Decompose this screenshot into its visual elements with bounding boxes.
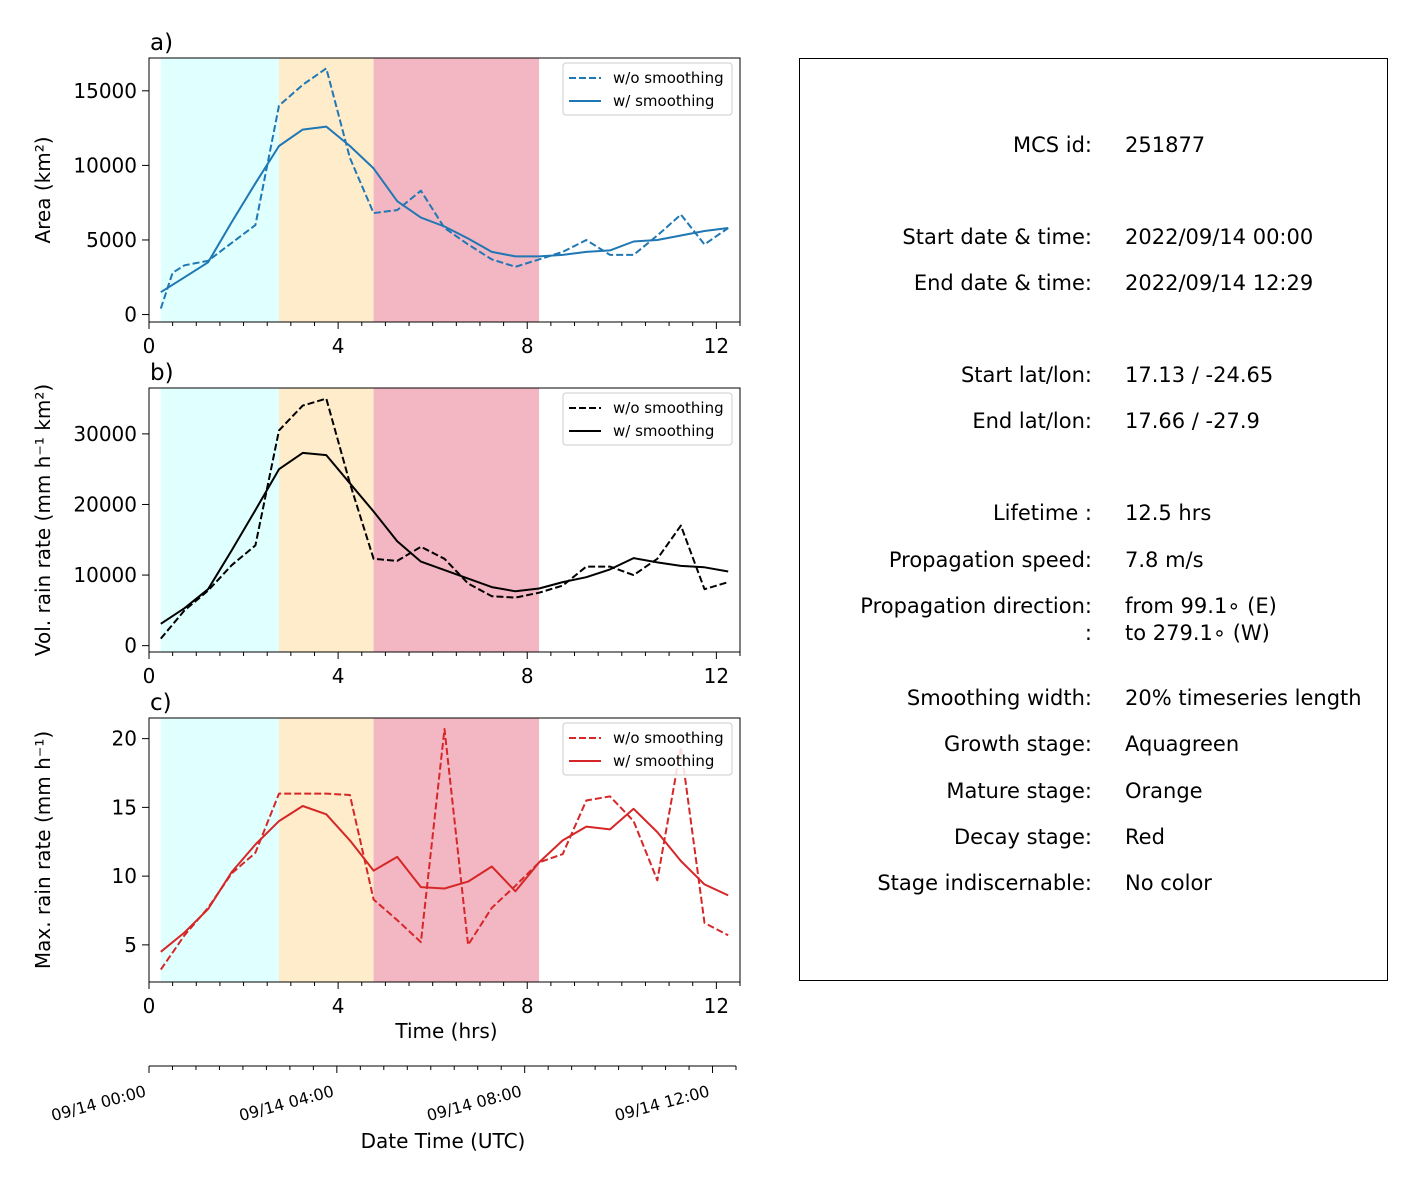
x-tick-label: 4: [332, 664, 345, 688]
x-tick-label: 12: [704, 994, 729, 1018]
y-tick-label: 0: [124, 303, 137, 327]
info-value: No color: [1125, 870, 1212, 896]
info-value: 7.8 m/s: [1125, 547, 1204, 573]
y-tick-label: 20000: [73, 492, 137, 516]
info-label: Smoothing width:: [907, 685, 1092, 711]
legend-entry: w/ smoothing: [613, 92, 714, 110]
decay-stage-band: [374, 718, 539, 982]
info-label: Growth stage:: [944, 731, 1092, 757]
info-value: 20% timeseries length: [1125, 685, 1362, 711]
y-tick-label: 20: [112, 727, 137, 751]
info-label: Mature stage:: [946, 778, 1092, 804]
legend-entry: w/ smoothing: [613, 752, 714, 770]
info-label: Decay stage:: [954, 824, 1092, 850]
x-tick-label: 8: [521, 664, 534, 688]
y-tick-label: 10000: [73, 563, 137, 587]
mature-stage-band: [279, 388, 374, 652]
y-tick-label: 5000: [86, 228, 137, 252]
panel-label: a): [150, 30, 173, 56]
datetime-tick-label: 09/14 00:00: [49, 1082, 148, 1126]
y-axis-label: Vol. rain rate (mm h⁻¹ km²): [31, 384, 55, 656]
datetime-tick-label: 09/14 12:00: [613, 1082, 712, 1126]
info-value: 2022/09/14 12:29: [1125, 270, 1313, 296]
x-tick-label: 12: [704, 334, 729, 358]
x-tick-label: 0: [143, 664, 156, 688]
y-axis-label: Area (km²): [31, 136, 55, 243]
info-value: 17.13 / -24.65: [1125, 362, 1273, 388]
info-value: 2022/09/14 00:00: [1125, 224, 1313, 250]
info-value: Orange: [1125, 778, 1203, 804]
x-tick-label: 8: [521, 994, 534, 1018]
info-label: :: [1085, 620, 1092, 646]
x-tick-label: 0: [143, 994, 156, 1018]
legend-entry: w/o smoothing: [613, 399, 724, 417]
datetime-axis: 09/14 00:00 09/14 04:00 09/14 08:00 09/14 1…: [49, 1066, 736, 1153]
panel-label: c): [150, 690, 172, 716]
y-tick-label: 10000: [73, 153, 137, 177]
mature-stage-band: [279, 718, 374, 982]
panel-label: b): [150, 360, 174, 386]
decay-stage-band: [374, 388, 539, 652]
panel-c: 5 10 15 20 0 4 8 12 c) Max. rain rate (mm h⁻¹) Tim…: [31, 690, 740, 1043]
mature-stage-band: [279, 58, 374, 322]
info-value: 17.66 / -27.9: [1125, 408, 1260, 434]
y-tick-label: 5: [124, 933, 137, 957]
panel-b: 0 10000 20000 30000 0 4 8 12 b) Vol. rain rate (m…: [31, 360, 740, 688]
x-tick-label: 4: [332, 994, 345, 1018]
info-label: Propagation speed:: [889, 547, 1092, 573]
info-label: MCS id:: [1013, 132, 1092, 158]
info-label: End date & time:: [914, 270, 1092, 296]
legend-entry: w/o smoothing: [613, 69, 724, 87]
y-axis-label: Max. rain rate (mm h⁻¹): [31, 731, 55, 969]
info-label: Propagation direction:: [860, 593, 1092, 619]
datetime-axis-label: Date Time (UTC): [361, 1129, 526, 1153]
info-label: Start date & time:: [902, 224, 1092, 250]
info-label: End lat/lon:: [972, 408, 1092, 434]
growth-stage-band: [161, 58, 279, 322]
x-tick-label: 4: [332, 334, 345, 358]
y-tick-label: 10: [112, 864, 137, 888]
datetime-tick-label: 09/14 08:00: [425, 1082, 524, 1126]
info-value: Aquagreen: [1125, 731, 1239, 757]
legend: w/o smoothing w/ smoothing: [563, 393, 732, 445]
info-value: 12.5 hrs: [1125, 500, 1211, 526]
info-label: Lifetime :: [993, 500, 1092, 526]
info-label: Start lat/lon:: [961, 362, 1092, 388]
info-value: to 279.1∘ (W): [1125, 620, 1270, 646]
legend: w/o smoothing w/ smoothing: [563, 723, 732, 775]
datetime-tick-label: 09/14 04:00: [237, 1082, 336, 1126]
decay-stage-band: [374, 58, 539, 322]
info-value: 251877: [1125, 132, 1205, 158]
info-label: Stage indiscernable:: [877, 870, 1092, 896]
mcs-info-panel: MCS id: 251877 Start date & time: 2022/09/1…: [799, 58, 1388, 981]
y-tick-label: 30000: [73, 422, 137, 446]
info-value: from 99.1∘ (E): [1125, 593, 1277, 619]
panel-a: 0 5000 10000 15000 0 4 8 12 a) Area (km²) w/o smoo…: [31, 30, 740, 358]
legend: w/o smoothing w/ smoothing: [563, 63, 732, 115]
y-tick-label: 0: [124, 634, 137, 658]
y-tick-label: 15: [112, 795, 137, 819]
y-tick-label: 15000: [73, 79, 137, 103]
x-tick-label: 0: [143, 334, 156, 358]
info-value: Red: [1125, 824, 1165, 850]
legend-entry: w/o smoothing: [613, 729, 724, 747]
x-axis-label: Time (hrs): [394, 1019, 497, 1043]
legend-entry: w/ smoothing: [613, 422, 714, 440]
x-tick-label: 12: [704, 664, 729, 688]
x-tick-label: 8: [521, 334, 534, 358]
